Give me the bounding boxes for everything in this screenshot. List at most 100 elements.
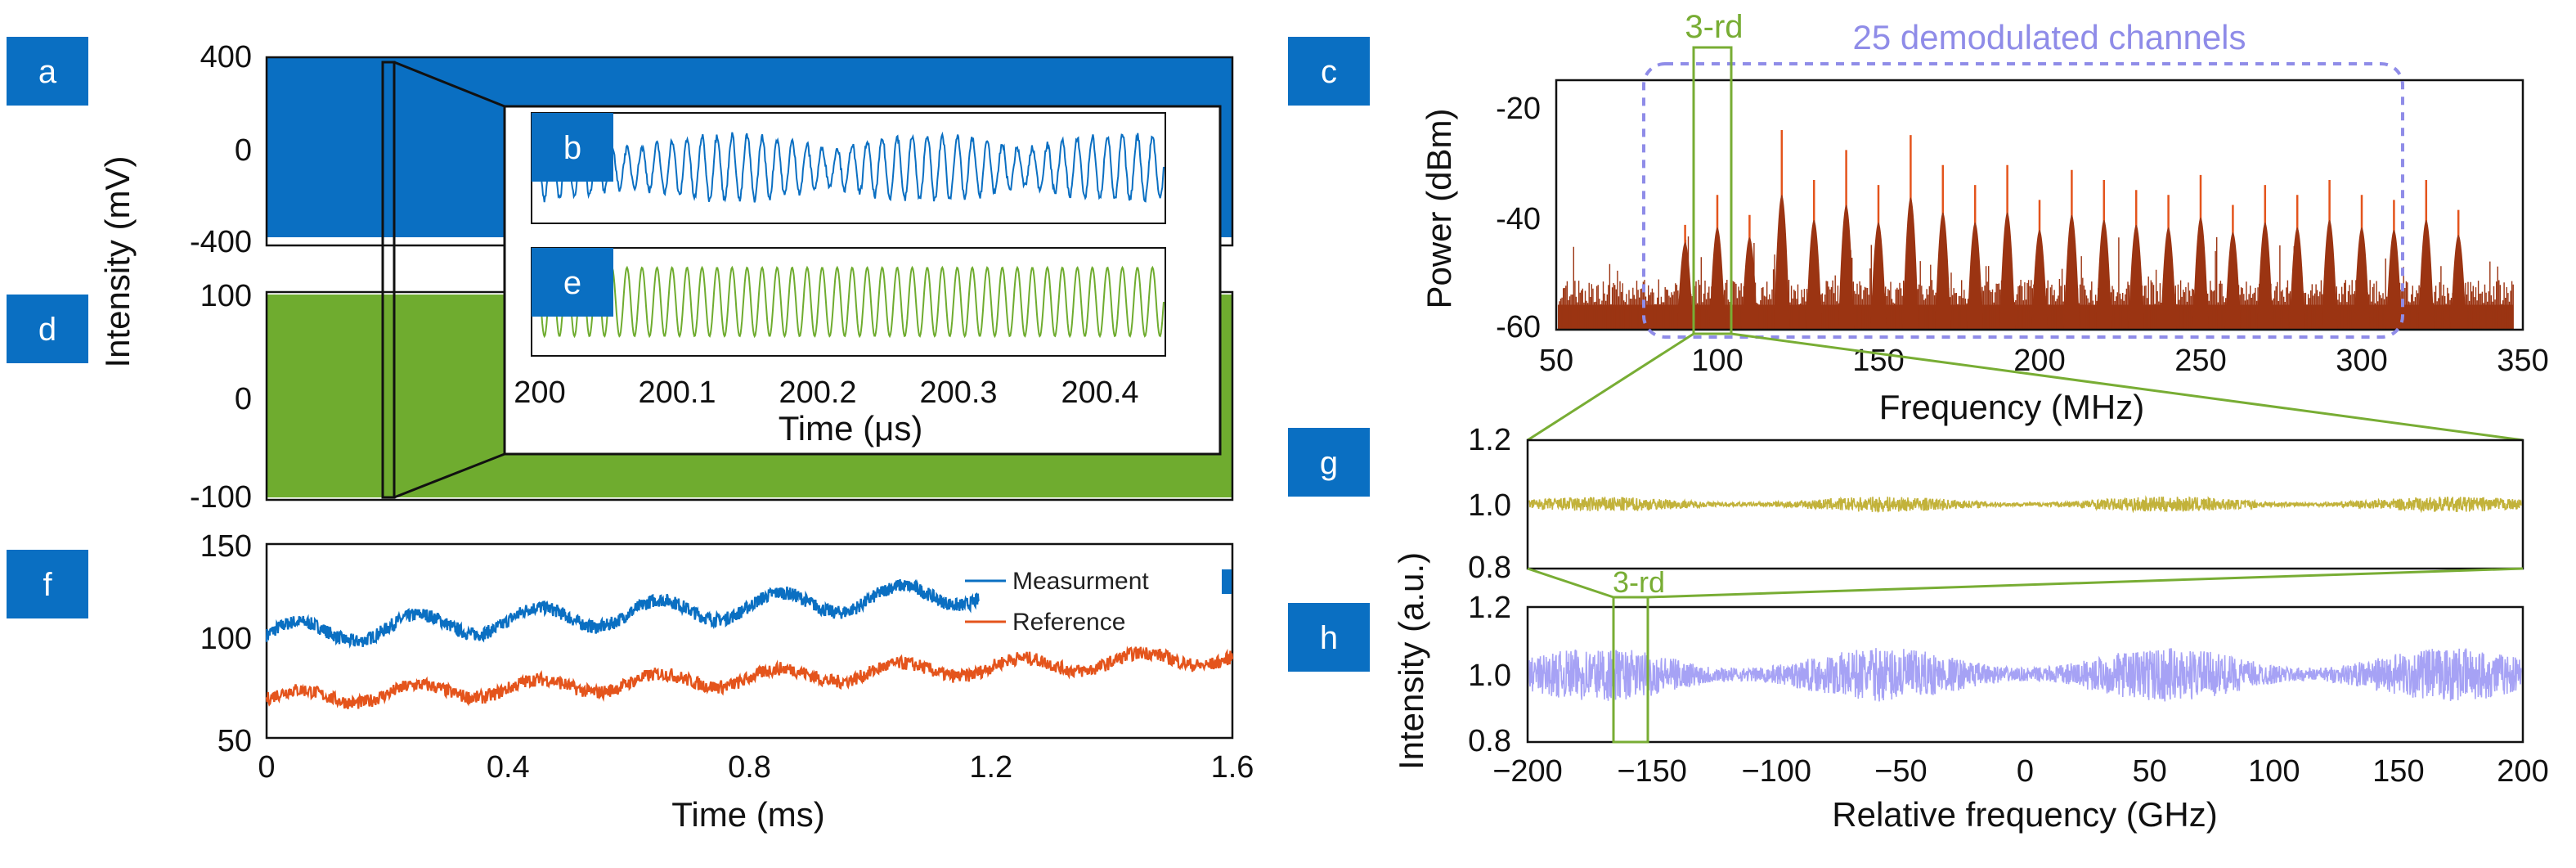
zoom-box	[381, 61, 396, 499]
panel-c-frame	[1555, 79, 2524, 331]
panel-c-peak-base-4	[1806, 219, 1822, 330]
panel-c-peak-base-22	[2385, 230, 2402, 330]
panel-h-ytick-0-8: 0.8	[1468, 724, 1511, 758]
panel-g-label-box	[1288, 428, 1370, 497]
panel-a-ytick-neg400: -400	[190, 225, 252, 259]
panel-c-peak-base-0	[1677, 242, 1694, 330]
panel-g-ytick-1-0: 1.0	[1468, 488, 1511, 523]
panel-f-xtick-1: 0.4	[487, 750, 530, 785]
panel-f-ytick-50: 50	[218, 724, 252, 758]
panel-f-ytick-150: 150	[200, 529, 252, 564]
panel-c-peak-base-8	[1935, 212, 1951, 330]
panel-c-peak-base-16	[2192, 217, 2209, 330]
panel-a-ytick-400: 400	[200, 40, 252, 74]
panel-f-xtick-3: 1.2	[969, 750, 1012, 785]
zoom-c-g-right	[1730, 332, 2524, 442]
panel-c-peak-base-5	[1838, 205, 1855, 330]
panel-d-label: d	[38, 312, 56, 348]
panel-e-label-box	[532, 248, 613, 317]
panel-c-peak-base-2	[1741, 237, 1757, 330]
inset-xtick-200-3: 200.3	[919, 376, 997, 410]
panel-h-ytick-1-0: 1.0	[1468, 659, 1511, 693]
panel-c-spectrum	[1557, 130, 2514, 330]
panel-c-xtick-1: 100	[1691, 344, 1743, 378]
panel-h-3rd-channel-label: 3-rd	[1613, 565, 1665, 599]
inset-xtick-200: 200	[514, 376, 565, 410]
panel-f-xticks: 0 0.4 0.8 1.2 1.6	[258, 750, 1254, 785]
panel-c-peak-base-15	[2161, 227, 2177, 330]
panel-h: h 3-rd 1.2 1.0 0.8 −200 −150 −100 −50 0 50 100…	[1288, 552, 2549, 834]
panel-c-peak-base-10	[1999, 212, 2016, 330]
panel-d-ytick-0: 0	[235, 382, 252, 416]
panel-a-label-box	[7, 37, 88, 106]
panel-c-peak-base-3	[1774, 195, 1790, 330]
panel-d-label-box	[7, 295, 88, 363]
panel-c-peak-base-21	[2354, 227, 2370, 330]
panel-c-xtick-0: 50	[1539, 344, 1573, 378]
panel-h-xtick-8: 200	[2497, 754, 2548, 789]
inset-xtick-200-1: 200.1	[638, 376, 716, 410]
left-ylabel: Intensity (mV)	[98, 155, 137, 367]
panel-c-peak-base-13	[2096, 219, 2112, 330]
panel-e-trace	[532, 265, 1165, 339]
panel-f: f 150 100 50 0 0.4 0.8 1.2 1.6 Time (ms) Mea…	[7, 529, 1254, 834]
panel-h-xticks: −200 −150 −100 −50 0 50 100 150 200	[1492, 754, 2549, 789]
panel-g-trace	[1528, 495, 2522, 514]
panel-c-3rd-channel-box	[1692, 46, 1733, 335]
panel-h-xtick-6: 100	[2248, 754, 2300, 789]
zoom-c-g-left	[1527, 332, 1694, 442]
panel-c-peak-base-7	[1902, 197, 1919, 330]
panel-a-label: a	[38, 54, 57, 90]
panel-f-xtick-2: 0.8	[728, 750, 771, 785]
panel-c-peak-base-9	[1967, 222, 1983, 330]
panel-f-ytick-100: 100	[200, 622, 252, 656]
panel-f-measurement-trace	[265, 578, 980, 649]
panel-c-peak-base-11	[2031, 230, 2048, 330]
panel-c-peak-base-6	[1870, 222, 1887, 330]
panel-c-label: c	[1321, 54, 1337, 90]
inset-xtick-200-2: 200.2	[779, 376, 856, 410]
inset-xlabel: Time (μs)	[779, 409, 923, 447]
panel-c-xticks: 50 100 150 200 250 300 350	[1539, 344, 2549, 378]
panel-h-ytick-1-2: 1.2	[1468, 591, 1511, 625]
zoom-line-bottom	[393, 452, 505, 499]
panel-f-measurement-tail	[1222, 569, 1232, 594]
panel-d-ytick-100: 100	[200, 279, 252, 313]
panel-c-peak-base-20	[2322, 219, 2338, 330]
legend-reference-label: Reference	[1012, 609, 1125, 636]
zoom-indicator	[381, 61, 505, 499]
panel-c-peak-base-19	[2289, 227, 2305, 330]
panel-h-xtick-0: −200	[1492, 754, 1563, 789]
panel-c-peak-base-14	[2128, 224, 2144, 330]
panel-c-xtick-4: 250	[2174, 344, 2226, 378]
zoom-lines-h-to-g	[1527, 567, 2524, 599]
panel-h-3rd-channel-box	[1612, 596, 1649, 744]
zoom-lines-c-to-g	[1527, 332, 2524, 442]
panel-b-trace	[532, 131, 1165, 203]
panel-f-xlabel: Time (ms)	[671, 795, 824, 834]
panel-h-ylabel: Intensity (a.u.)	[1392, 552, 1430, 770]
panel-c-peak-base-18	[2257, 222, 2273, 330]
panel-c-peak-base-17	[2224, 232, 2241, 330]
panel-h-xtick-5: 50	[2132, 754, 2166, 789]
panel-h-xtick-4: 0	[2017, 754, 2034, 789]
legend-measurement-label: Measurment	[1012, 568, 1149, 595]
panel-h-xtick-2: −100	[1741, 754, 1811, 789]
panel-c-xtick-5: 300	[2336, 344, 2387, 378]
panel-f-xtick-0: 0	[258, 750, 275, 785]
panel-h-xlabel: Relative frequency (GHz)	[1832, 795, 2218, 834]
panel-e-label: e	[563, 265, 581, 301]
panel-g-label: g	[1320, 445, 1338, 481]
panel-h-xtick-3: −50	[1874, 754, 1927, 789]
panel-c-3rd-channel-label: 3-rd	[1685, 9, 1743, 45]
inset: b e 200 200.1 200.2 200.3 200.4 Time (μs…	[503, 105, 1222, 456]
zoom-h-g-right	[1647, 567, 2524, 599]
panel-c-ytick-neg60: -60	[1496, 310, 1541, 344]
panel-c-xtick-2: 150	[1852, 344, 1904, 378]
panel-c-peak-base-1	[1709, 227, 1726, 330]
panel-f-reference-trace	[265, 645, 1234, 709]
panel-h-label: h	[1320, 620, 1338, 656]
panel-f-label: f	[43, 567, 52, 603]
inset-xtick-200-4: 200.4	[1061, 376, 1138, 410]
panel-f-label-box	[7, 550, 88, 618]
